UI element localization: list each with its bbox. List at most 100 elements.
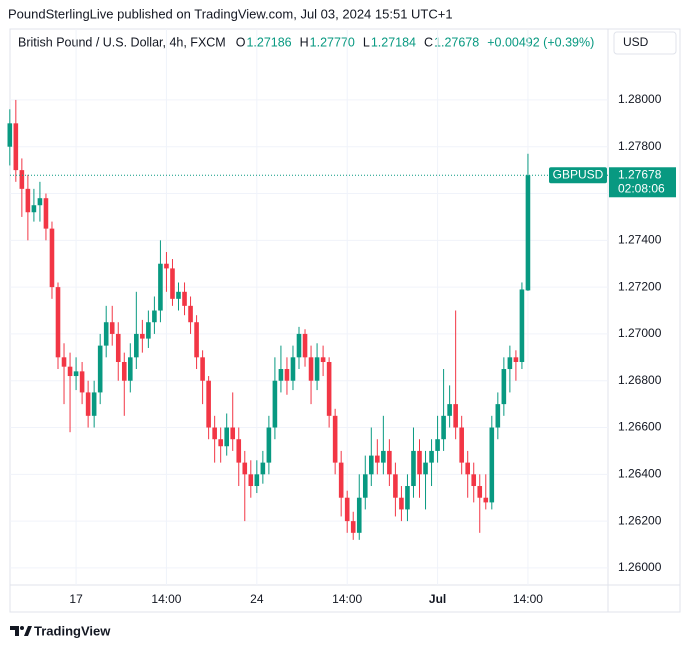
y-tick-label: 1.26600 xyxy=(618,420,662,434)
candle-body xyxy=(236,439,242,463)
candle-body xyxy=(218,439,223,447)
candle-body xyxy=(525,175,531,291)
ohlc-value: 1.27184 xyxy=(371,35,416,49)
ohlc-key: L xyxy=(363,35,370,49)
candle-body xyxy=(477,486,483,498)
candle-body xyxy=(417,450,422,475)
ohlc-key: C xyxy=(424,35,433,49)
ohlc-value: 1.27186 xyxy=(246,35,291,49)
candle-body xyxy=(338,462,344,498)
candle-body xyxy=(121,362,127,381)
candle-body xyxy=(170,268,175,299)
candle-body xyxy=(471,474,477,487)
candle-body xyxy=(134,333,139,358)
candle-body xyxy=(176,291,181,299)
candle-body xyxy=(513,357,519,363)
countdown: 02:08:06 xyxy=(618,181,665,195)
x-tick-label: 14:00 xyxy=(513,592,543,606)
candle-body xyxy=(302,333,308,358)
candle-body xyxy=(103,322,109,346)
candle-body xyxy=(55,287,61,358)
y-tick-label: 1.27800 xyxy=(618,139,662,153)
candle-body xyxy=(85,392,91,416)
candle-body xyxy=(320,357,326,363)
candle-body xyxy=(260,462,266,475)
candle-body xyxy=(67,366,73,377)
candle-body xyxy=(248,474,254,487)
candle-body xyxy=(465,462,470,475)
candle-body xyxy=(13,123,19,171)
candle-body xyxy=(387,450,392,475)
candle-body xyxy=(405,486,410,510)
candle-body xyxy=(152,310,157,323)
candle-body xyxy=(224,427,229,447)
price-label-box xyxy=(609,167,676,198)
x-tick-label: 24 xyxy=(250,592,264,606)
candle-body xyxy=(483,497,489,503)
candle-body xyxy=(393,474,398,498)
y-tick-label: 1.26800 xyxy=(618,373,662,387)
candle-body xyxy=(272,380,278,428)
candle-body xyxy=(362,474,368,498)
symbol: British Pound / U.S. Dollar, 4h, FXCM xyxy=(18,35,226,49)
candle-body xyxy=(188,305,193,323)
candle-body xyxy=(519,289,525,363)
currency[interactable]: USD xyxy=(623,35,649,49)
candle-body xyxy=(266,427,272,463)
candle-body xyxy=(356,497,362,533)
candle-body xyxy=(435,439,440,451)
candle-body xyxy=(61,357,67,367)
candle-body xyxy=(43,198,49,229)
ohlc-key: O xyxy=(236,35,246,49)
ohlc-value: 1.27770 xyxy=(310,35,355,49)
candle-body xyxy=(254,474,260,487)
ohlc-key: H xyxy=(300,35,309,49)
symbol-label: GBPUSD xyxy=(553,167,604,181)
y-tick-label: 1.26200 xyxy=(618,513,662,527)
candle-body xyxy=(97,345,103,393)
y-tick-label: 1.28000 xyxy=(618,92,662,106)
candle-body xyxy=(91,392,97,416)
footer: TradingView xyxy=(34,623,111,638)
y-tick-label: 1.27200 xyxy=(618,279,662,293)
candle-body xyxy=(25,188,31,213)
x-tick-label: 14:00 xyxy=(151,592,181,606)
candle-body xyxy=(369,455,374,475)
candle-body xyxy=(49,228,55,288)
y-tick-label: 1.26400 xyxy=(618,466,662,480)
candle-body xyxy=(284,369,290,381)
candle-body xyxy=(489,427,495,503)
candle-body xyxy=(164,263,169,269)
candle-body xyxy=(411,450,416,487)
candle-body xyxy=(381,450,386,463)
candle-body xyxy=(290,357,296,381)
candle-body xyxy=(441,415,446,440)
logo xyxy=(10,626,32,636)
y-tick-label: 1.26000 xyxy=(618,560,662,574)
symbol-label-box xyxy=(549,167,607,184)
candle-body xyxy=(495,404,501,428)
candle-body xyxy=(332,415,338,463)
candle-body xyxy=(350,521,356,533)
x-tick-label: 17 xyxy=(69,592,83,606)
candle-body xyxy=(7,123,13,147)
x-tick-label: Jul xyxy=(429,592,446,606)
candle-body xyxy=(37,198,43,206)
candle-body xyxy=(31,205,37,213)
candle-body xyxy=(79,371,85,393)
candle-body xyxy=(278,369,284,381)
candle-body xyxy=(200,357,205,381)
price-label: 1.27678 xyxy=(618,167,662,181)
y-tick-label: 1.27400 xyxy=(618,232,662,246)
candle-body xyxy=(459,427,464,463)
candle-body xyxy=(314,357,320,381)
candle-body xyxy=(399,497,404,510)
ohlc-legend: O 1.27186 H 1.27770 L 1.27184 C 1.27678 +0.00492… xyxy=(236,35,595,49)
candle-body xyxy=(423,462,428,475)
ohlc-value: 1.27678 xyxy=(434,35,479,49)
candle-body xyxy=(326,362,332,416)
frame xyxy=(9,28,681,613)
candle-body xyxy=(453,404,458,428)
currency-box[interactable] xyxy=(613,31,677,55)
